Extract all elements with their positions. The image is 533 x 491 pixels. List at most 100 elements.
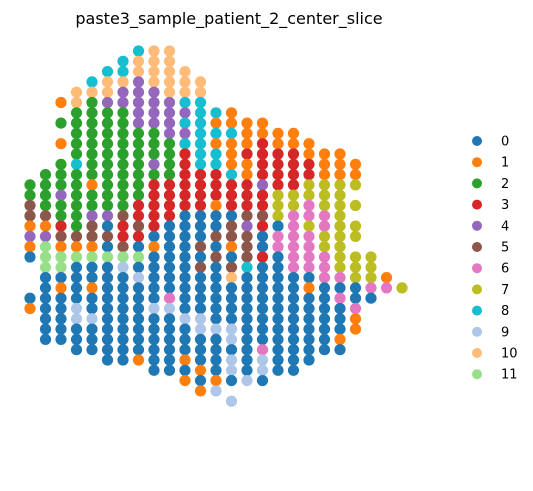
spot-cluster-0: [241, 302, 253, 315]
spot-cluster-0: [86, 292, 98, 304]
spot-cluster-0: [256, 230, 269, 242]
spot-cluster-0: [86, 302, 98, 315]
spot-cluster-5: [241, 241, 253, 253]
spot-cluster-0: [334, 323, 346, 335]
spot-cluster-0: [318, 302, 331, 315]
spot-cluster-0: [117, 272, 129, 284]
spot-cluster-1: [86, 179, 98, 191]
spot-cluster-4: [148, 117, 160, 129]
spot-cluster-0: [303, 302, 315, 315]
spot-cluster-4: [86, 210, 98, 222]
spot-cluster-5: [194, 241, 207, 253]
spot-cluster-2: [86, 127, 98, 139]
spot-cluster-0: [272, 364, 284, 376]
spot-cluster-0: [334, 344, 346, 356]
spot-cluster-3: [287, 169, 300, 181]
spot-cluster-0: [365, 292, 377, 304]
spot-cluster-2: [70, 148, 83, 160]
spot-cluster-1: [287, 127, 300, 139]
spot-cluster-7: [303, 179, 315, 191]
spot-cluster-6: [334, 272, 346, 284]
spot-cluster-2: [55, 199, 67, 212]
spot-cluster-0: [86, 323, 98, 335]
spot-cluster-5: [132, 220, 145, 232]
legend-label-11: 11: [501, 368, 518, 383]
spot-cluster-9: [210, 385, 222, 397]
spot-cluster-10: [163, 45, 176, 57]
spot-cluster-0: [86, 333, 98, 345]
spot-cluster-0: [55, 302, 67, 315]
spot-cluster-6: [349, 302, 362, 315]
spot-cluster-0: [256, 375, 269, 387]
spot-cluster-2: [39, 179, 52, 191]
spot-cluster-0: [210, 344, 222, 356]
spot-cluster-4: [163, 127, 176, 139]
spot-cluster-10: [163, 76, 176, 88]
spot-cluster-4: [148, 86, 160, 98]
spot-cluster-4: [132, 107, 145, 119]
spot-cluster-0: [287, 272, 300, 284]
spot-cluster-0: [132, 344, 145, 356]
spot-cluster-2: [70, 138, 83, 150]
spot-cluster-0: [272, 313, 284, 325]
spot-cluster-0: [179, 292, 191, 304]
spot-cluster-8: [194, 117, 207, 129]
spot-cluster-5: [225, 261, 238, 273]
spot-cluster-0: [303, 323, 315, 335]
spot-cluster-4: [241, 220, 253, 232]
spot-cluster-8: [179, 96, 191, 109]
spot-cluster-0: [163, 323, 176, 335]
spot-cluster-3: [210, 179, 222, 191]
spot-cluster-7: [365, 261, 377, 273]
spot-cluster-3: [256, 138, 269, 150]
spot-cluster-0: [210, 220, 222, 232]
spot-cluster-8: [225, 127, 238, 139]
spot-cluster-0: [256, 272, 269, 284]
spot-cluster-4: [163, 107, 176, 119]
spot-cluster-8: [179, 138, 191, 150]
spot-cluster-0: [210, 354, 222, 366]
spot-cluster-0: [272, 292, 284, 304]
spot-cluster-9: [225, 323, 238, 335]
spot-cluster-3: [303, 169, 315, 181]
spot-cluster-1: [303, 282, 315, 294]
spot-cluster-0: [334, 313, 346, 325]
spot-cluster-3: [117, 220, 129, 232]
spot-cluster-8: [86, 76, 98, 88]
spot-cluster-0: [241, 323, 253, 335]
spot-cluster-7: [287, 199, 300, 212]
spot-cluster-0: [55, 323, 67, 335]
spot-cluster-2: [55, 179, 67, 191]
spot-cluster-8: [194, 107, 207, 119]
spot-cluster-7: [334, 241, 346, 253]
spot-cluster-1: [318, 158, 331, 170]
spot-cluster-0: [132, 241, 145, 253]
spot-cluster-3: [179, 189, 191, 201]
spot-cluster-3: [287, 179, 300, 191]
spot-cluster-2: [117, 117, 129, 129]
spot-cluster-0: [272, 344, 284, 356]
spot-cluster-2: [86, 169, 98, 181]
spot-cluster-7: [396, 282, 408, 294]
spot-cluster-6: [287, 251, 300, 263]
spot-cluster-0: [194, 344, 207, 356]
spot-cluster-1: [179, 375, 191, 387]
spot-cluster-9: [256, 364, 269, 376]
spot-cluster-7: [349, 230, 362, 242]
spot-cluster-1: [24, 220, 36, 232]
spot-cluster-3: [163, 199, 176, 212]
spot-cluster-7: [318, 230, 331, 242]
spot-cluster-2: [70, 189, 83, 201]
spot-cluster-1: [24, 241, 36, 253]
spot-cluster-0: [86, 344, 98, 356]
spot-cluster-6: [303, 261, 315, 273]
spot-cluster-10: [132, 66, 145, 78]
spot-cluster-9: [225, 364, 238, 376]
spot-cluster-0: [163, 251, 176, 263]
spot-cluster-0: [163, 313, 176, 325]
spot-cluster-0: [179, 333, 191, 345]
spot-cluster-3: [194, 199, 207, 212]
spot-cluster-2: [24, 179, 36, 191]
spot-cluster-9: [225, 354, 238, 366]
spot-cluster-1: [210, 138, 222, 150]
